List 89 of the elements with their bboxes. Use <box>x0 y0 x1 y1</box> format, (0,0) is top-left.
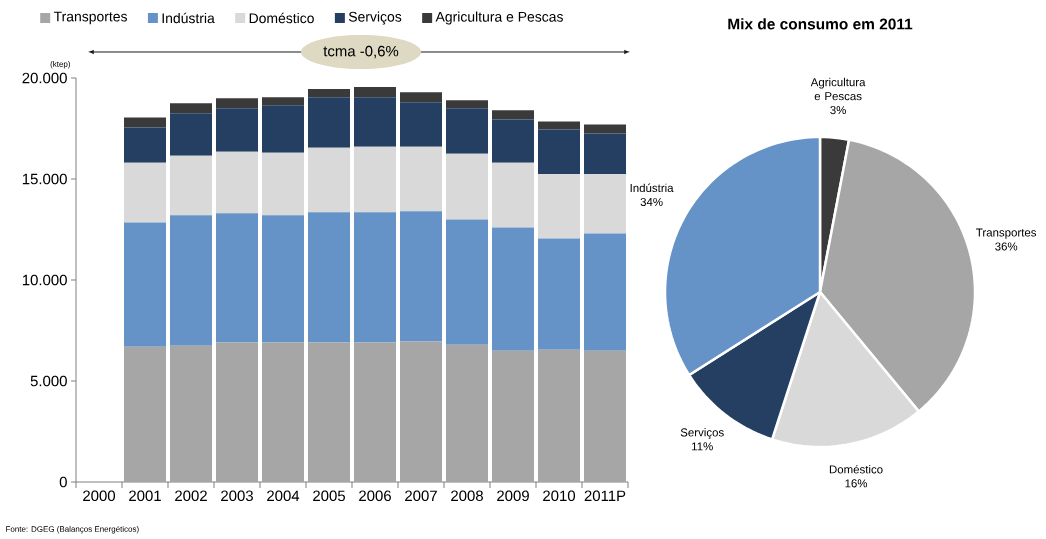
y-tick-label: 0 <box>59 476 67 488</box>
bar <box>354 97 396 147</box>
bar <box>124 127 166 163</box>
bar <box>262 97 304 106</box>
y-tick-label: 15.000 <box>22 173 67 185</box>
y-tick-label: 10.000 <box>22 274 67 286</box>
bar <box>492 227 534 351</box>
bar <box>308 89 350 98</box>
bar <box>308 342 350 482</box>
bar <box>262 152 304 216</box>
chart-title: Mix de consumo em 2011 <box>728 18 913 30</box>
bar <box>170 103 212 114</box>
bar <box>492 119 534 163</box>
bar <box>538 173 581 239</box>
legend-label: Agricultura e Pescas <box>435 11 563 25</box>
bar <box>492 162 534 228</box>
bar <box>262 105 304 153</box>
bar <box>170 345 212 482</box>
bar <box>400 211 442 342</box>
bar <box>216 98 258 109</box>
bar <box>124 117 166 128</box>
x-tick-label: 2000 <box>83 490 116 502</box>
bar <box>538 349 581 482</box>
bar <box>262 215 304 343</box>
bar <box>446 108 488 154</box>
bar <box>446 344 488 482</box>
x-tick-label: 2004 <box>267 490 300 502</box>
slice-label: Serviços <box>680 428 724 439</box>
y-tick-label: 20.000 <box>22 72 67 84</box>
bar <box>584 233 627 351</box>
legend-label: Indústria <box>162 12 215 24</box>
bar <box>400 102 442 147</box>
data-label: 34% <box>640 197 663 206</box>
bar <box>216 342 258 482</box>
text: tcma -0,6% <box>323 45 399 59</box>
bar <box>584 350 627 482</box>
x-tick-label: 2007 <box>405 490 437 502</box>
x-tick-label: 2006 <box>359 490 391 502</box>
bar <box>538 121 581 130</box>
bar <box>492 110 534 120</box>
x-tick-label: 2009 <box>497 490 529 502</box>
bar <box>400 341 442 482</box>
bar <box>216 213 258 343</box>
legend-label: Transportes <box>53 11 127 25</box>
bar <box>354 342 396 482</box>
legend-label: Doméstico <box>249 12 314 24</box>
bar <box>124 346 166 482</box>
bar <box>446 153 488 220</box>
bar <box>446 219 488 345</box>
data-label: 11% <box>692 442 713 451</box>
slice-label: Transportes <box>976 228 1037 239</box>
bar <box>308 212 350 343</box>
bar <box>170 215 212 346</box>
bar <box>354 212 396 343</box>
bar <box>308 147 350 213</box>
data-label: 36% <box>995 242 1018 251</box>
bar <box>308 97 350 148</box>
bar <box>354 146 396 213</box>
bar <box>446 100 488 109</box>
bar <box>170 113 212 156</box>
x-tick-label: 2011P <box>584 490 626 502</box>
y-tick-label: 5.000 <box>30 375 67 387</box>
bar <box>538 238 581 350</box>
bar <box>400 92 442 103</box>
data-label: 3% <box>830 106 846 115</box>
bar <box>354 87 396 98</box>
bar <box>538 129 581 174</box>
bar <box>584 173 627 234</box>
bar <box>124 162 166 223</box>
bar <box>584 133 627 174</box>
slice-label: Agricultura e Pescas <box>810 77 866 101</box>
x-tick-label: 2001 <box>129 490 161 502</box>
x-tick-label: 2005 <box>313 490 345 502</box>
x-tick-label: 2003 <box>221 490 253 502</box>
slice-label: Indústria <box>630 183 674 193</box>
bar <box>124 222 166 347</box>
bar <box>170 155 212 216</box>
x-tick-label: 2008 <box>451 490 483 502</box>
bar <box>216 108 258 152</box>
x-tick-label: 2010 <box>543 490 576 502</box>
slice-label: Doméstico <box>829 464 883 474</box>
bar <box>262 342 304 482</box>
bar <box>492 350 534 482</box>
legend-label: Serviços <box>348 11 402 25</box>
bar <box>216 151 258 214</box>
x-tick-label: 2002 <box>175 490 207 502</box>
data-label: 16% <box>845 479 868 488</box>
bar <box>584 124 627 134</box>
bar <box>400 146 442 212</box>
